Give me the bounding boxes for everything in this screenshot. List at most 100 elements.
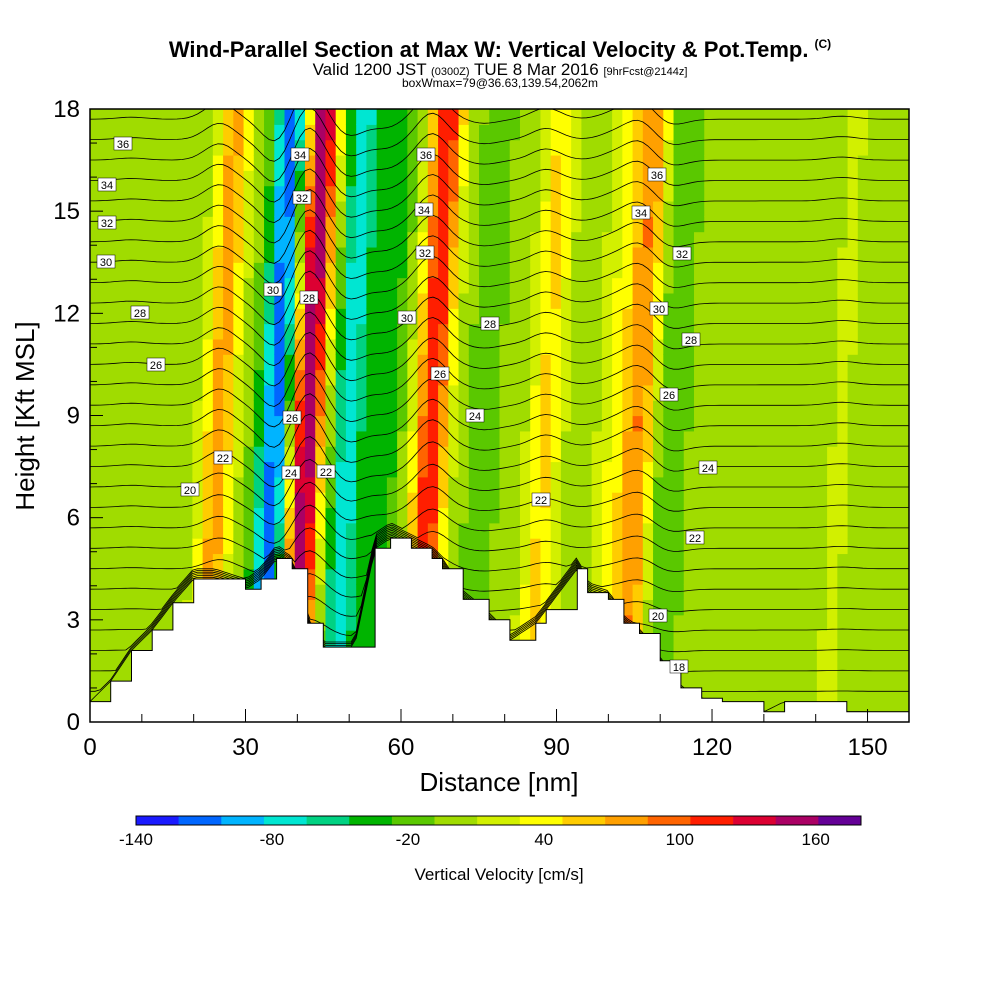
velocity-cell	[745, 584, 757, 601]
velocity-cell	[304, 446, 316, 463]
velocity-cell	[141, 216, 153, 233]
velocity-cell	[130, 568, 142, 585]
velocity-cell	[857, 691, 869, 708]
velocity-cell	[366, 584, 378, 601]
velocity-cell	[171, 522, 183, 539]
velocity-cell	[765, 246, 777, 263]
velocity-cell	[304, 200, 316, 217]
velocity-cell	[530, 109, 542, 125]
velocity-cell	[509, 338, 521, 355]
velocity-cell	[489, 415, 501, 432]
velocity-cell	[448, 384, 460, 401]
velocity-cell	[264, 400, 275, 417]
velocity-cell	[438, 522, 449, 539]
velocity-cell	[468, 354, 480, 371]
velocity-cell	[571, 124, 582, 141]
velocity-cell	[264, 522, 275, 539]
velocity-cell	[878, 522, 890, 539]
velocity-cell	[315, 262, 327, 279]
velocity-cell	[724, 553, 736, 570]
velocity-cell	[540, 522, 552, 539]
velocity-cell	[489, 446, 501, 463]
velocity-cell	[704, 200, 716, 217]
velocity-cell	[694, 522, 705, 539]
velocity-cell	[182, 262, 193, 279]
velocity-cell	[642, 323, 654, 340]
velocity-cell	[786, 246, 797, 263]
velocity-cell	[571, 338, 582, 355]
velocity-cell	[397, 277, 408, 294]
velocity-cell	[264, 568, 275, 585]
velocity-cell	[745, 354, 757, 371]
velocity-cell	[151, 492, 163, 509]
velocity-cell	[499, 461, 511, 478]
velocity-cell	[427, 277, 439, 294]
velocity-cell	[694, 553, 705, 570]
velocity-cell	[857, 216, 869, 233]
velocity-cell	[407, 323, 419, 340]
velocity-cell	[591, 170, 603, 187]
velocity-cell	[765, 614, 777, 631]
velocity-cell	[345, 415, 357, 432]
velocity-cell	[304, 338, 316, 355]
velocity-cell	[714, 216, 726, 233]
velocity-cell	[90, 124, 101, 141]
velocity-cell	[632, 124, 644, 141]
velocity-cell	[806, 507, 818, 524]
velocity-cell	[100, 200, 112, 217]
velocity-cell	[806, 262, 818, 279]
velocity-cell	[734, 216, 746, 233]
velocity-cell	[212, 461, 224, 478]
velocity-cell	[151, 323, 163, 340]
velocity-cell	[622, 415, 634, 432]
velocity-cell	[653, 323, 664, 340]
velocity-cell	[110, 507, 122, 524]
velocity-cell	[284, 109, 296, 125]
velocity-cell	[591, 354, 603, 371]
velocity-cell	[499, 584, 511, 601]
velocity-cell	[202, 507, 214, 524]
svg-text:24: 24	[285, 468, 297, 480]
velocity-cell	[560, 124, 572, 141]
velocity-cell	[407, 231, 419, 248]
velocity-cell	[847, 492, 859, 509]
velocity-cell	[448, 292, 460, 309]
velocity-cell	[540, 277, 552, 294]
velocity-cell	[417, 522, 429, 539]
velocity-cell	[182, 461, 193, 478]
velocity-cell	[519, 246, 531, 263]
velocity-cell	[632, 584, 644, 601]
velocity-cell	[612, 124, 623, 141]
velocity-cell	[745, 216, 757, 233]
velocity-cell	[888, 338, 900, 355]
velocity-cell	[704, 170, 716, 187]
velocity-cell	[345, 124, 357, 141]
velocity-cell	[427, 216, 439, 233]
velocity-cell	[622, 568, 634, 585]
velocity-cell	[786, 522, 797, 539]
y-tick-label: 15	[53, 198, 80, 225]
velocity-cell	[683, 415, 695, 432]
velocity-cell	[622, 354, 634, 371]
velocity-cell	[438, 415, 449, 432]
velocity-cell	[571, 492, 582, 509]
chart-subtitle: Valid 1200 JST (0300Z) TUE 8 Mar 2016 [9…	[0, 60, 1000, 80]
velocity-cell	[233, 231, 245, 248]
velocity-cell	[253, 384, 265, 401]
velocity-cell	[796, 384, 808, 401]
velocity-cell	[366, 139, 378, 156]
velocity-cell	[90, 507, 101, 524]
velocity-cell	[673, 323, 685, 340]
velocity-cell	[714, 568, 726, 585]
velocity-cell	[612, 139, 623, 156]
velocity-cell	[601, 139, 613, 156]
velocity-cell	[827, 384, 838, 401]
velocity-cell	[632, 170, 644, 187]
velocity-cell	[253, 216, 265, 233]
velocity-cell	[438, 323, 449, 340]
velocity-cell	[878, 124, 890, 141]
velocity-cell	[284, 369, 296, 386]
velocity-cell	[130, 614, 142, 631]
velocity-cell	[745, 369, 757, 386]
velocity-cell	[366, 231, 378, 248]
